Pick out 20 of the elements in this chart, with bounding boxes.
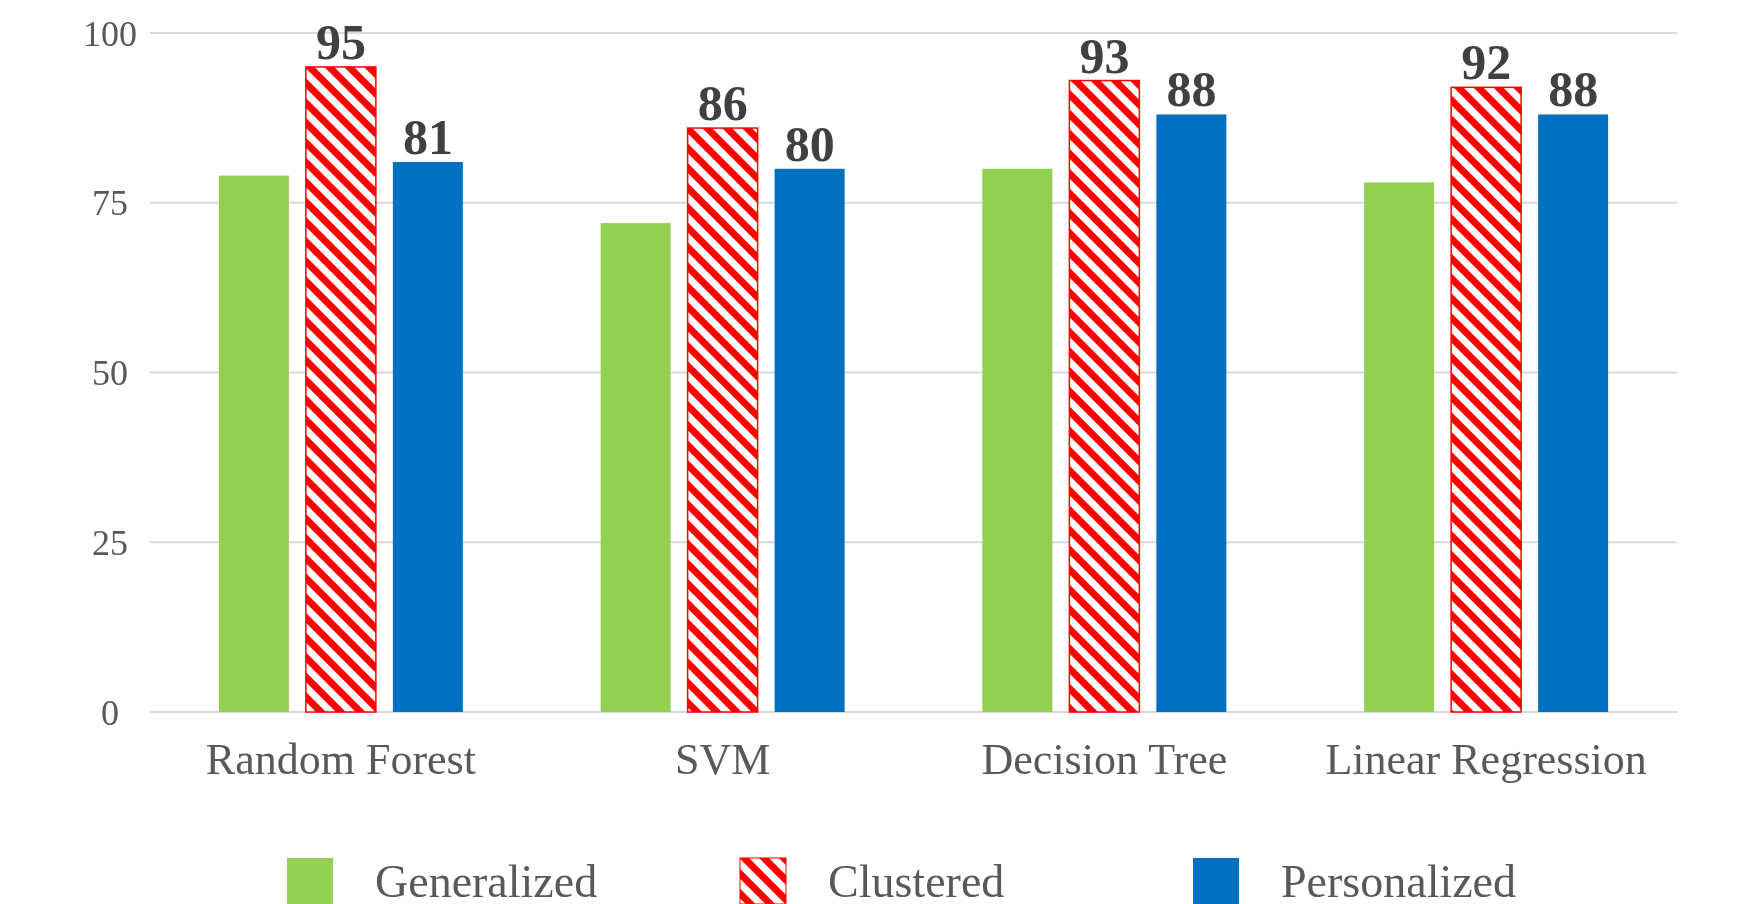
y-tick-label: 100 [83, 13, 137, 54]
x-tick-label: Decision Tree [981, 735, 1228, 784]
data-label: 93 [1079, 27, 1130, 84]
data-label: 88 [1548, 61, 1599, 118]
y-tick-label: 75 [92, 183, 128, 224]
x-tick-label: SVM [674, 735, 771, 784]
x-tick-label: Random Forest [205, 735, 476, 784]
y-tick-label: 25 [92, 522, 128, 563]
data-label: 86 [697, 75, 748, 132]
data-label: 81 [402, 109, 453, 166]
data-label: 88 [1166, 61, 1217, 118]
data-label: 80 [784, 115, 835, 172]
legend-label: Generalized [375, 856, 598, 904]
data-label: 95 [315, 13, 366, 70]
y-tick-label: 0 [101, 692, 119, 733]
y-tick-label: 50 [92, 353, 128, 394]
data-label: 92 [1461, 34, 1512, 91]
legend-label: Personalized [1281, 856, 1517, 904]
x-tick-label: Linear Regression [1325, 735, 1647, 784]
legend-label: Clustered [828, 856, 1005, 904]
